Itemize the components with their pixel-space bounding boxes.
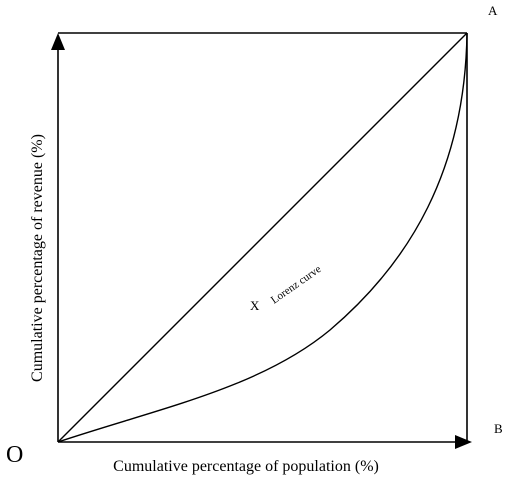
y-axis-arrowhead <box>51 33 65 50</box>
lorenz-curve <box>57 32 468 443</box>
y-axis-label: Cumulative percentage of revenue (%) <box>29 134 46 382</box>
corner-label-top-right: A <box>488 3 498 18</box>
origin-label: O <box>6 442 23 468</box>
lorenz-curve-label: Lorenz curve <box>269 263 324 306</box>
x-axis-label: Cumulative percentage of population (%) <box>113 458 379 475</box>
area-marker-label: X <box>250 298 260 313</box>
equality-line <box>57 32 468 443</box>
x-axis-arrowhead <box>455 435 472 449</box>
corner-label-bottom-right: B <box>494 421 503 436</box>
